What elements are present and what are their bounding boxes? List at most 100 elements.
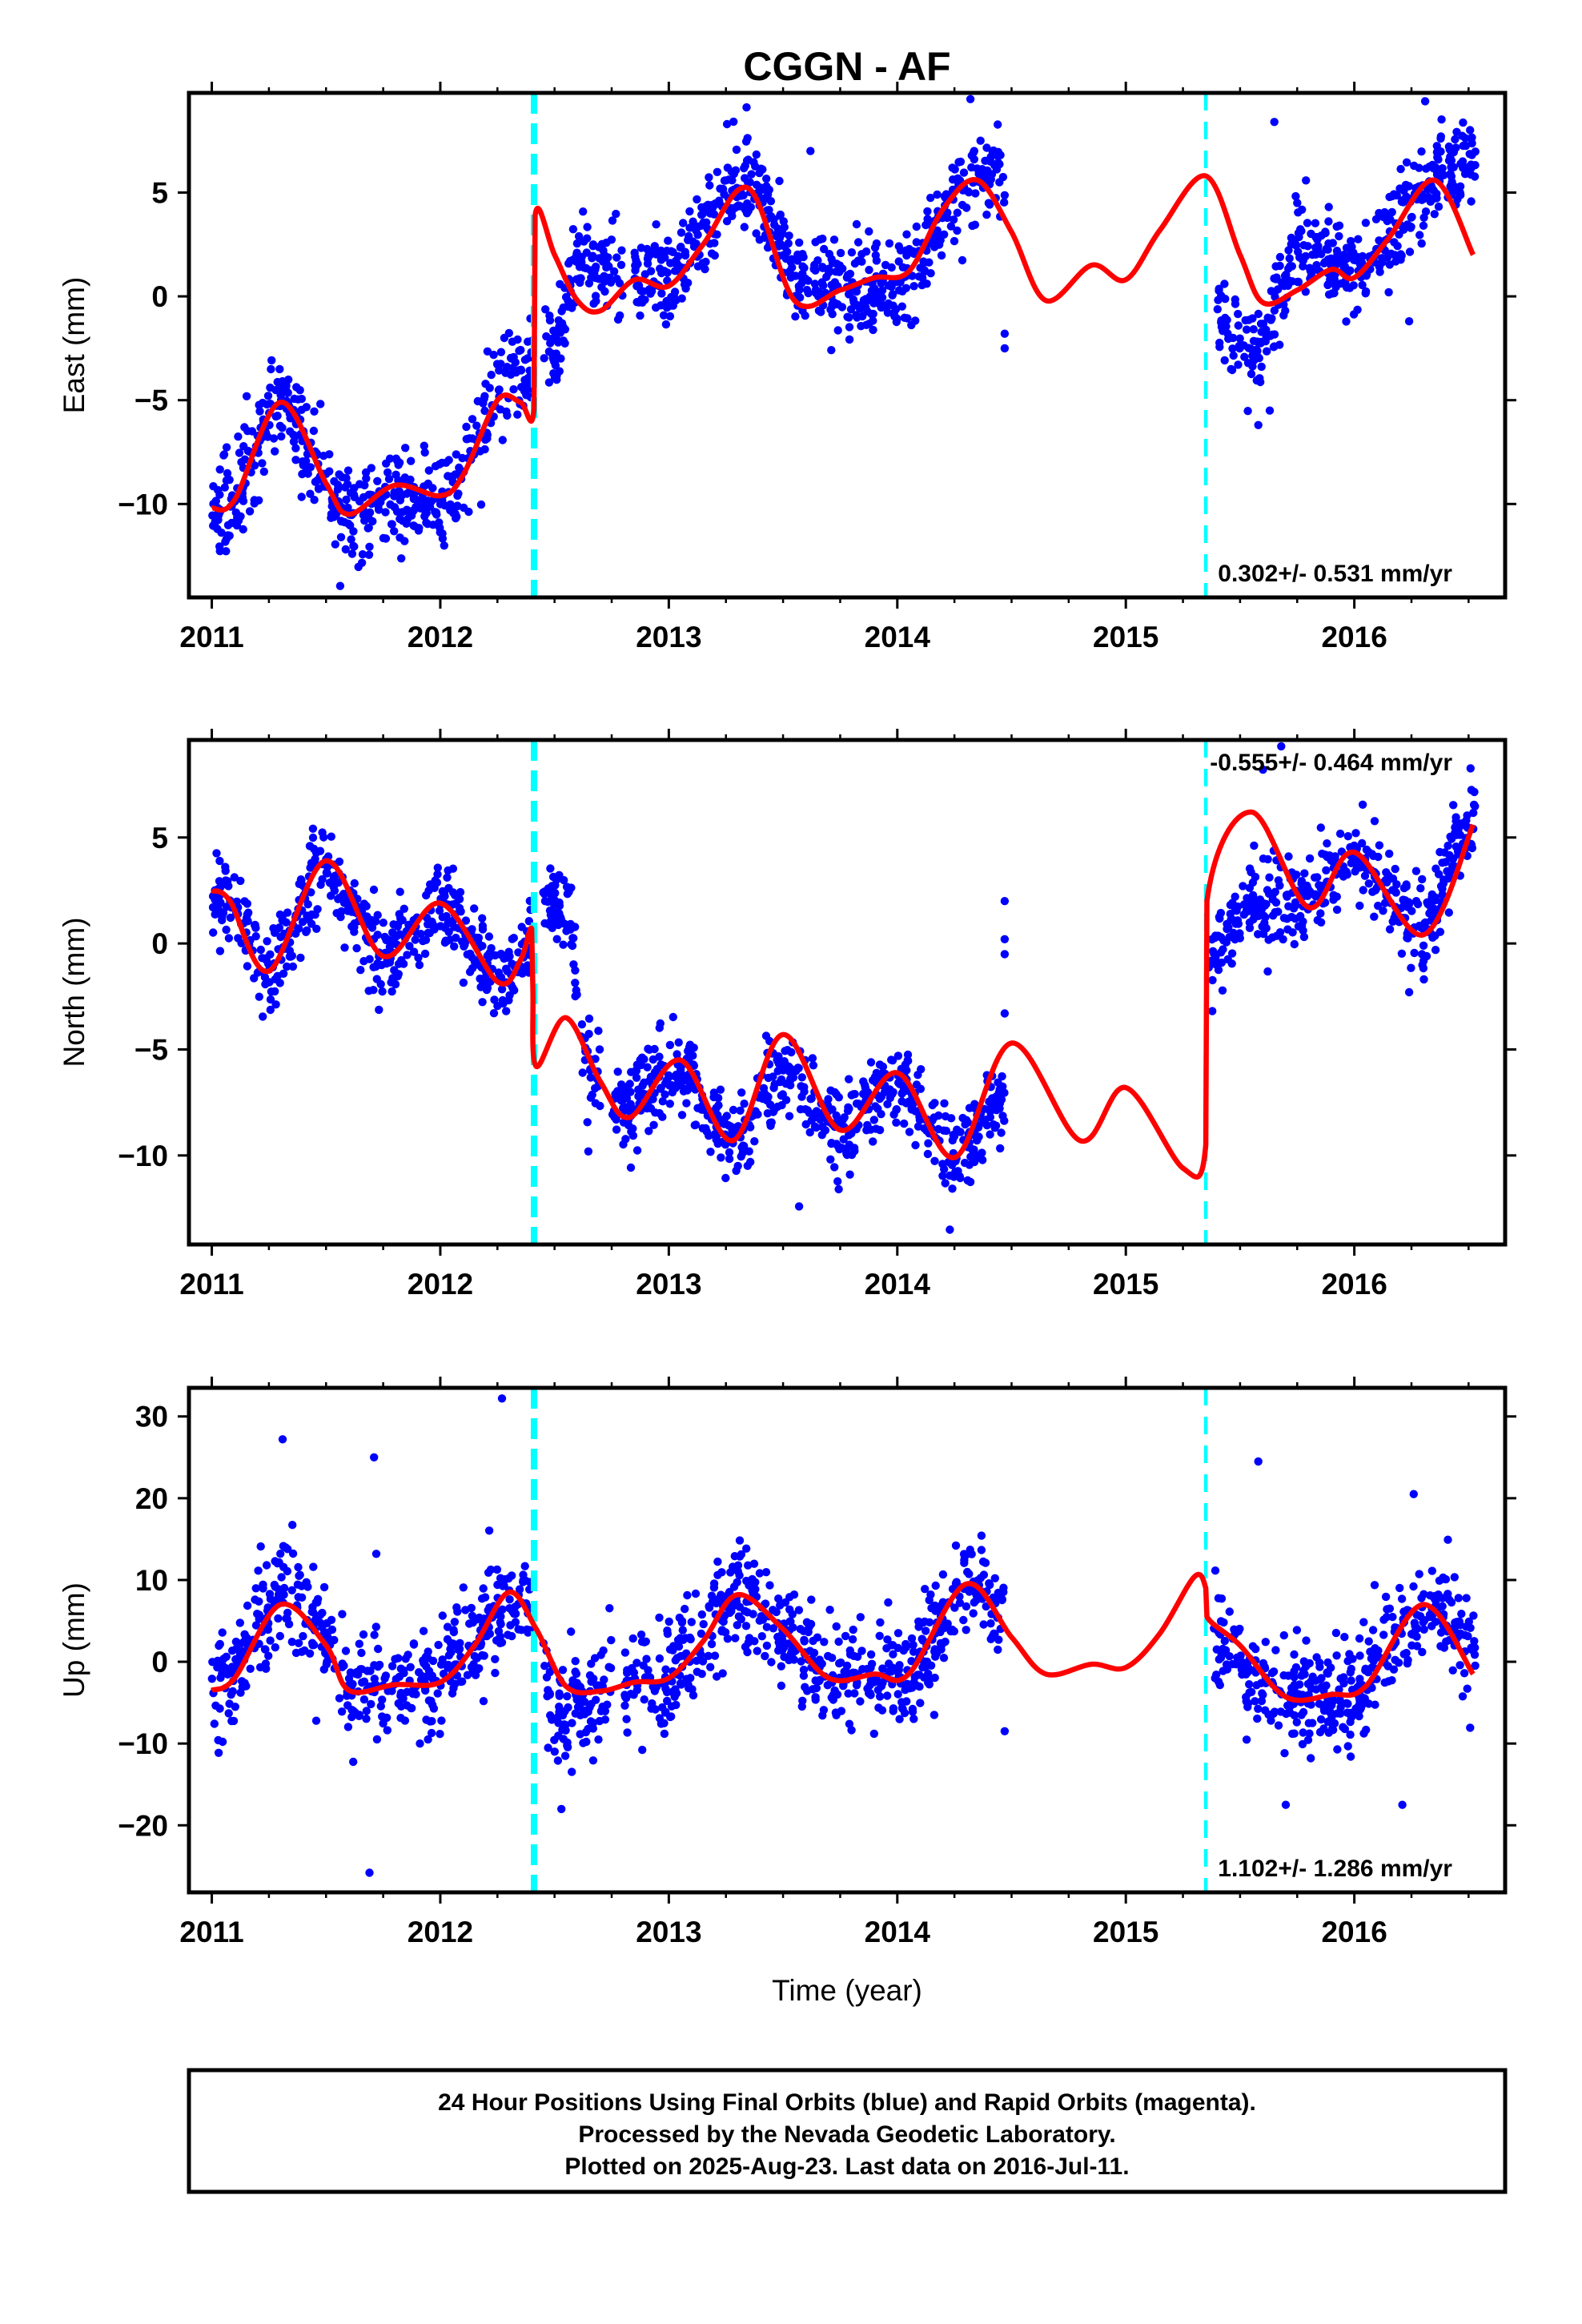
data-point	[1369, 1647, 1378, 1655]
data-point	[829, 235, 839, 244]
plot-frame	[187, 1385, 1508, 1895]
data-point	[1000, 897, 1010, 906]
data-point	[966, 94, 975, 103]
data-point	[478, 914, 487, 923]
x-tick-label: 2011	[179, 1268, 243, 1301]
data-point	[1469, 1611, 1478, 1620]
data-point	[608, 216, 617, 225]
data-point	[275, 1631, 284, 1641]
data-point	[1434, 155, 1443, 164]
data-point	[289, 430, 298, 440]
data-point	[709, 203, 717, 212]
data-point	[275, 1558, 283, 1567]
data-point	[1420, 97, 1430, 106]
data-point	[613, 315, 623, 324]
data-point	[221, 537, 230, 546]
data-point	[1216, 1617, 1226, 1626]
data-point	[1229, 333, 1238, 343]
data-point	[686, 1674, 695, 1683]
data-point	[815, 1675, 824, 1685]
data-point	[349, 490, 359, 499]
data-point	[818, 281, 828, 290]
data-point	[215, 1704, 224, 1713]
data-point	[938, 1570, 948, 1579]
data-point	[251, 932, 260, 941]
data-point	[1223, 924, 1231, 934]
data-point	[576, 1711, 585, 1719]
data-point	[845, 323, 854, 332]
data-point	[456, 1677, 465, 1687]
data-point	[1316, 918, 1326, 927]
data-point	[767, 1658, 776, 1667]
x-tick-label: 2013	[636, 621, 701, 653]
data-point	[693, 195, 701, 204]
data-point	[1327, 259, 1336, 268]
data-point	[986, 1619, 995, 1628]
data-point	[1355, 901, 1364, 911]
data-point	[443, 873, 452, 883]
data-point	[800, 1635, 809, 1644]
data-point	[663, 1696, 672, 1706]
data-point	[1268, 933, 1277, 942]
data-point	[318, 828, 327, 837]
data-point	[578, 1068, 587, 1077]
data-point	[224, 934, 234, 943]
data-point	[839, 1682, 848, 1691]
data-point	[275, 1594, 283, 1603]
data-point	[1360, 871, 1370, 880]
data-point	[1220, 279, 1229, 288]
data-point	[777, 1662, 785, 1671]
data-point	[669, 1646, 677, 1655]
data-point	[1370, 1581, 1379, 1590]
data-point	[946, 222, 956, 231]
data-point	[1327, 273, 1337, 282]
data-point	[673, 1050, 681, 1059]
data-point	[1419, 941, 1428, 951]
data-point	[1294, 228, 1303, 238]
data-point	[438, 534, 448, 543]
data-point	[1419, 221, 1428, 230]
data-point	[446, 1638, 456, 1647]
data-point	[1251, 872, 1260, 882]
data-point	[1261, 1638, 1271, 1647]
data-point	[956, 157, 966, 167]
rate-label: 0.302+/- 0.531 mm/yr	[1218, 561, 1452, 587]
data-point	[927, 1603, 936, 1613]
data-point	[567, 1627, 576, 1636]
data-point	[554, 1731, 563, 1740]
data-point	[1391, 864, 1399, 874]
data-point	[549, 355, 558, 364]
data-point	[794, 1202, 804, 1211]
data-point	[661, 1707, 670, 1716]
data-point	[1232, 907, 1241, 915]
data-point	[924, 1139, 933, 1148]
data-point	[976, 1574, 986, 1582]
data-point	[271, 1642, 279, 1652]
data-point	[962, 1626, 970, 1634]
data-point	[381, 508, 390, 517]
data-point	[605, 1604, 614, 1613]
data-point	[774, 1594, 783, 1603]
data-point	[819, 1706, 829, 1715]
data-point	[1000, 935, 1010, 944]
data-point	[1423, 192, 1433, 201]
data-point	[500, 1574, 510, 1584]
data-point	[546, 1711, 555, 1720]
data-point	[1336, 1709, 1345, 1718]
data-point	[649, 1120, 658, 1130]
y-tick-label: −10	[118, 488, 168, 521]
data-point	[1410, 1628, 1419, 1637]
data-point	[661, 1090, 669, 1099]
data-point	[691, 1120, 701, 1129]
data-point	[767, 1118, 776, 1127]
data-point	[468, 1618, 477, 1627]
data-point	[833, 1141, 842, 1151]
data-point	[385, 454, 395, 463]
data-point	[1434, 1590, 1443, 1599]
data-point	[665, 1100, 674, 1108]
data-point	[801, 1120, 810, 1129]
data-point	[245, 507, 255, 516]
data-point	[394, 931, 403, 939]
data-point	[477, 1594, 487, 1603]
data-point	[360, 480, 369, 490]
